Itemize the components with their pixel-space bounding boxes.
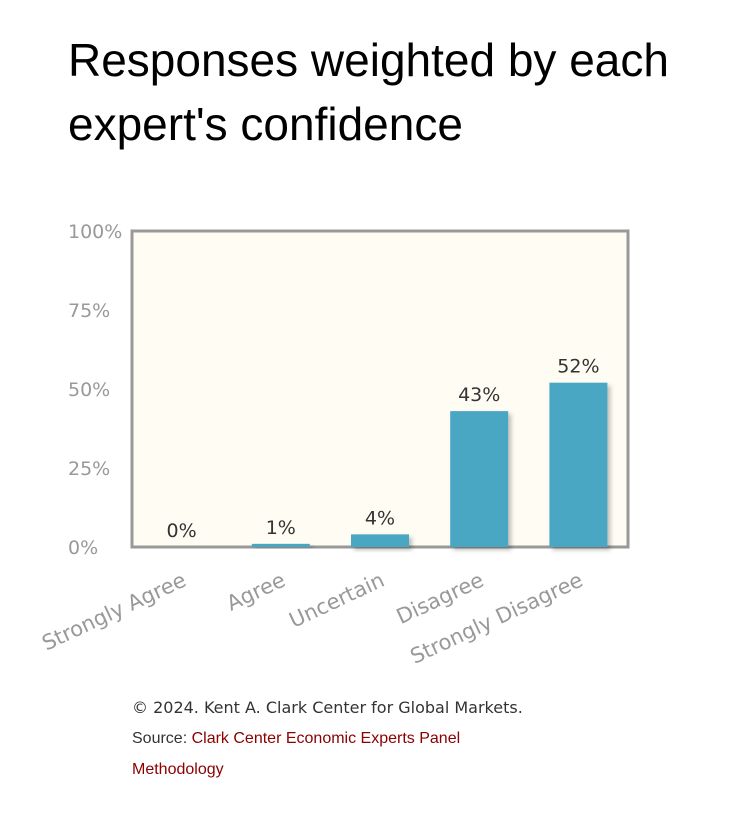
plot-area [130, 229, 630, 549]
source-link[interactable]: Clark Center Economic Experts Panel [191, 730, 461, 747]
bar [450, 411, 509, 547]
source-line: Source: Clark Center Economic Experts Pa… [132, 730, 460, 748]
y-tick-label: 75% [68, 300, 110, 322]
category-label: Agree [223, 568, 289, 616]
data-label: 4% [365, 507, 395, 529]
bar [549, 382, 608, 547]
y-tick-label: 100% [68, 221, 122, 243]
bar [251, 543, 310, 547]
bar-chart: 0% 25% 50% 75% 100% 0% 1% 4% 43% 52% Strongly Ag… [38, 221, 630, 669]
y-tick-label: 0% [68, 537, 98, 559]
category-label: Uncertain [285, 568, 388, 633]
category-label: Strongly Disagree [407, 568, 587, 669]
y-tick-label: 25% [68, 458, 110, 480]
data-label: 0% [167, 520, 197, 542]
bar [351, 534, 409, 547]
chart-title: Responses weighted by each expert's conf… [68, 34, 669, 150]
data-label: 43% [458, 384, 500, 406]
y-tick-label: 50% [68, 379, 110, 401]
category-label: Strongly Agree [38, 568, 189, 656]
data-label: 1% [266, 517, 296, 539]
copyright-text: © 2024. Kent A. Clark Center for Global … [132, 698, 523, 717]
data-label: 52% [557, 356, 599, 378]
source-prefix: Source: [132, 730, 192, 747]
methodology-link[interactable]: Methodology [132, 761, 224, 778]
